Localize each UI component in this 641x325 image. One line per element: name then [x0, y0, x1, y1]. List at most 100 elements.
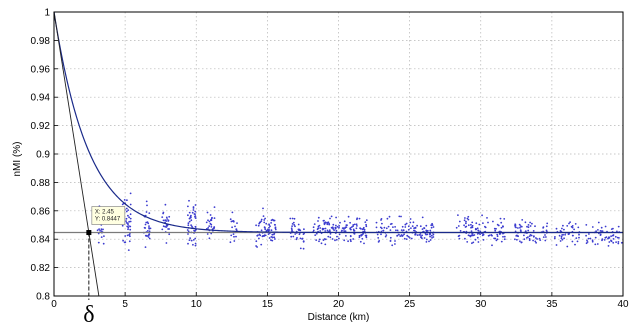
scatter-point — [471, 234, 473, 237]
tangent-line — [53, 11, 100, 297]
scatter-point — [187, 222, 190, 225]
scatter-point — [432, 233, 435, 236]
scatter-point — [571, 240, 574, 243]
scatter-point — [502, 235, 504, 238]
scatter-point — [585, 234, 587, 237]
scatter-point — [353, 229, 356, 232]
scatter-point — [527, 224, 530, 226]
scatter-point — [341, 229, 343, 232]
scatter-point — [292, 221, 295, 224]
scatter-point — [125, 207, 128, 210]
x-tick-label: 15 — [262, 299, 274, 310]
scatter-point — [232, 220, 235, 223]
scatter-point — [144, 227, 147, 229]
scatter-point — [189, 237, 192, 240]
scatter-point — [380, 218, 383, 220]
scatter-point — [503, 238, 506, 241]
scatter-point — [597, 229, 599, 231]
scatter-point — [564, 233, 566, 236]
scatter-point — [319, 230, 322, 232]
scatter-point — [521, 219, 524, 221]
scatter-point — [458, 234, 461, 237]
scatter-point — [400, 215, 402, 218]
scatter-point — [336, 225, 339, 228]
scatter-point — [347, 240, 349, 243]
scatter-point — [127, 225, 130, 227]
scatter-point — [194, 237, 197, 240]
scatter-point — [479, 233, 481, 236]
x-tick-label: 30 — [475, 299, 487, 310]
scatter-point — [491, 244, 493, 247]
scatter-point — [190, 214, 192, 217]
scatter-point — [383, 226, 386, 229]
scatter-point — [271, 236, 274, 239]
scatter-point — [127, 209, 130, 212]
scatter-point — [365, 219, 368, 222]
scatter-point — [317, 216, 320, 219]
scatter-point — [262, 215, 265, 218]
scatter-point — [205, 221, 208, 224]
scatter-point — [260, 243, 263, 246]
scatter-point — [148, 233, 151, 236]
scatter-point — [395, 229, 397, 232]
scatter-point — [271, 233, 274, 236]
scatter-point — [432, 226, 435, 228]
scatter-point — [407, 228, 410, 231]
scatter-point — [273, 233, 275, 236]
scatter-point — [126, 234, 129, 237]
scatter-point — [209, 219, 212, 222]
scatter-point — [416, 234, 419, 237]
scatter-point — [126, 199, 128, 202]
scatter-point — [121, 224, 124, 227]
scatter-point — [430, 234, 433, 237]
scatter-point — [148, 227, 150, 229]
scatter-point — [365, 236, 368, 239]
scatter-point — [620, 241, 623, 244]
scatter-point — [487, 221, 489, 224]
scatter-point — [566, 225, 569, 227]
scatter-point — [233, 240, 236, 242]
scatter-point — [495, 227, 497, 230]
scatter-point — [612, 234, 615, 236]
scatter-point — [208, 220, 211, 223]
scatter-point — [257, 224, 260, 227]
scatter-point — [607, 245, 610, 247]
scatter-point — [455, 226, 458, 229]
scatter-point — [411, 225, 414, 228]
scatter-point — [260, 218, 263, 221]
scatter-point — [161, 228, 164, 231]
scatter-point — [403, 237, 406, 240]
scatter-point — [166, 218, 169, 220]
scatter-point — [479, 230, 482, 233]
scatter-point — [534, 240, 537, 243]
scatter-point — [394, 240, 396, 242]
scatter-point — [96, 229, 99, 232]
scatter-point — [316, 228, 319, 231]
scatter-point — [123, 241, 126, 244]
scatter-point — [363, 228, 366, 231]
scatter-point — [165, 242, 168, 244]
scatter-point — [472, 241, 475, 244]
scatter-point — [466, 241, 469, 243]
scatter-point — [585, 242, 588, 245]
scatter-point — [401, 225, 404, 228]
scatter-point — [386, 217, 389, 220]
scatter-point — [339, 221, 341, 224]
scatter-point — [586, 239, 588, 242]
scatter-point — [328, 222, 330, 225]
scatter-point — [194, 210, 197, 213]
scatter-point — [146, 234, 148, 237]
scatter-point — [406, 234, 409, 237]
y-tick-label: 0.84 — [31, 235, 51, 246]
datatip-y-text: Y: 0.8447 — [95, 217, 121, 223]
scatter-point — [408, 237, 411, 239]
x-tick-label: 35 — [546, 299, 558, 310]
scatter-point — [474, 238, 477, 241]
scatter-point — [503, 235, 506, 238]
scatter-point — [578, 233, 580, 236]
scatter-point — [425, 224, 428, 227]
scatter-point — [476, 236, 479, 239]
scatter-point — [495, 239, 498, 242]
scatter-point — [291, 223, 294, 225]
scatter-point — [365, 225, 368, 228]
